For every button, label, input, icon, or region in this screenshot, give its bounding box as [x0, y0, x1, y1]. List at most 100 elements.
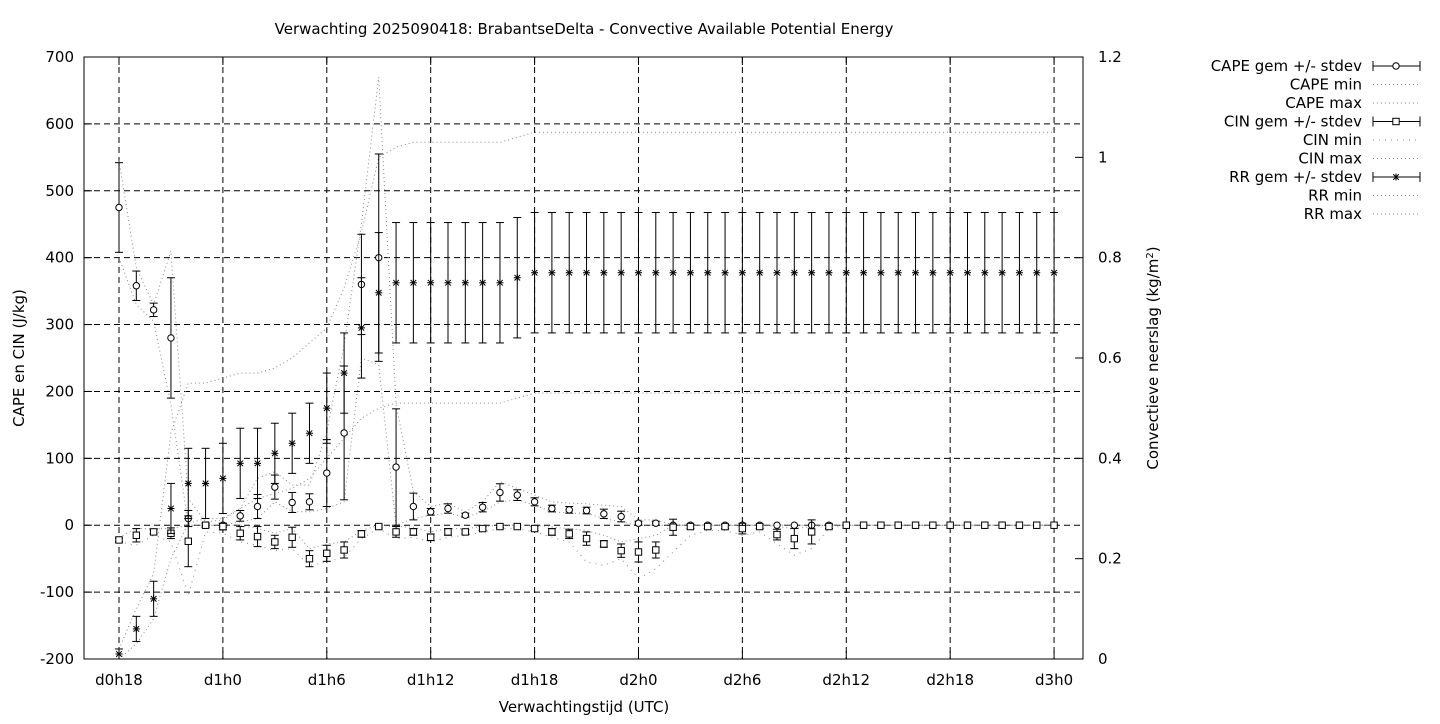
y-tick-label: -100: [40, 583, 74, 601]
rr-point: [963, 269, 971, 277]
cape-point: [340, 429, 348, 437]
rr-point: [357, 324, 365, 332]
cin-point: [392, 528, 400, 536]
cin-point: [634, 548, 643, 556]
rr-point: [721, 269, 729, 277]
cin-point: [1033, 521, 1041, 529]
rr-point: [808, 269, 816, 277]
cape-point: [444, 504, 452, 513]
rr-point: [1050, 269, 1058, 277]
y2-tick-label: 0.8: [1098, 249, 1122, 267]
y2-axis-label-end: ): [1144, 246, 1162, 252]
cin-point: [721, 522, 729, 531]
cin-point: [790, 534, 799, 543]
rr-point: [375, 289, 383, 297]
cin-point: [132, 531, 141, 539]
y-tick-label: 100: [45, 449, 74, 467]
y-axis-label: CAPE en CIN (J/kg): [10, 289, 28, 427]
cin-point: [288, 533, 296, 541]
cin-point: [911, 521, 920, 529]
rr-point: [219, 474, 227, 482]
cin-point: [755, 522, 764, 531]
cape-point: [115, 203, 123, 212]
plot-frame: [83, 56, 1084, 660]
legend-item: RR min: [1308, 187, 1420, 205]
cin-point: [271, 538, 279, 546]
y-tick-label: 600: [45, 115, 74, 133]
cin-point: [669, 523, 677, 531]
cin-point: [773, 530, 781, 539]
rr-point: [305, 429, 313, 437]
rr-point: [496, 279, 504, 287]
rr-max-line: [118, 131, 1055, 650]
rr-point: [600, 269, 608, 277]
cape-point: [271, 483, 279, 491]
y-tick-label: 200: [45, 382, 74, 400]
legend-marker: [1392, 117, 1400, 126]
cape-point: [790, 521, 799, 529]
cin-series: [115, 515, 1058, 568]
cin-point: [1050, 521, 1058, 529]
cin-point: [617, 546, 625, 555]
rr-point: [132, 625, 140, 633]
y2-tick-label: 0: [1098, 650, 1108, 668]
legend-item: CAPE max: [1285, 94, 1420, 112]
rr-point: [583, 269, 591, 277]
legend-item: CIN max: [1298, 150, 1420, 168]
cin-point: [894, 521, 902, 529]
cape-point: [652, 519, 660, 527]
rr-point: [340, 369, 348, 377]
cin-point: [859, 521, 868, 529]
legend-marker: [1392, 173, 1400, 181]
cape-point: [634, 519, 643, 527]
cin-point: [340, 546, 348, 554]
x-tick-label: d3h0: [1035, 671, 1073, 689]
y-tick-label: 400: [45, 249, 74, 267]
rr-point: [184, 479, 192, 487]
cin-point: [686, 522, 695, 531]
legend-label: RR max: [1304, 205, 1362, 223]
rr-point: [531, 269, 539, 277]
rr-point: [427, 279, 435, 287]
cin-point: [149, 528, 158, 536]
legend-label: CAPE gem +/- stdev: [1211, 57, 1362, 75]
y-tick-label: 0: [64, 516, 74, 534]
cin-point: [929, 521, 937, 529]
legend-marker: [1392, 62, 1400, 70]
cape-point: [253, 502, 262, 511]
cin-point: [704, 522, 712, 531]
rr-point: [617, 269, 625, 277]
y-tick-label: 700: [45, 48, 74, 66]
y2-tick-label: 0.4: [1098, 449, 1122, 467]
legend-label: CIN max: [1298, 150, 1362, 168]
cape-series: [115, 153, 1058, 529]
cape-point: [478, 503, 487, 511]
min-max-lines: [118, 77, 1055, 660]
cape-point: [323, 469, 331, 477]
cin-point: [253, 532, 262, 541]
cin-point: [323, 549, 331, 558]
y2-tick-label: 1.2: [1098, 48, 1122, 66]
legend-label: CAPE min: [1290, 76, 1362, 94]
cape-point: [548, 504, 556, 513]
y2-axis-label: Convectieve neerslag (kg/m2): [1144, 246, 1162, 469]
legend-item: CIN gem +/- stdev: [1224, 113, 1421, 131]
grid-lines: [84, 57, 1083, 659]
y-tick-label: 500: [45, 182, 74, 200]
series-markers: [115, 153, 1059, 660]
rr-point: [929, 269, 937, 277]
rr-point: [236, 459, 244, 467]
rr-point: [565, 269, 573, 277]
cin-point: [236, 529, 244, 537]
y2-axis-label-sup: 2: [1145, 252, 1156, 258]
legend-label: CAPE max: [1285, 94, 1362, 112]
cape-point: [167, 334, 175, 342]
cape-point: [617, 512, 625, 521]
cin-point: [565, 530, 573, 538]
y-tick-label: -200: [40, 650, 74, 668]
rr-point: [167, 505, 175, 512]
cape-point: [496, 488, 504, 497]
y2-tick-label: 1: [1098, 148, 1108, 166]
cin-point: [219, 522, 227, 531]
